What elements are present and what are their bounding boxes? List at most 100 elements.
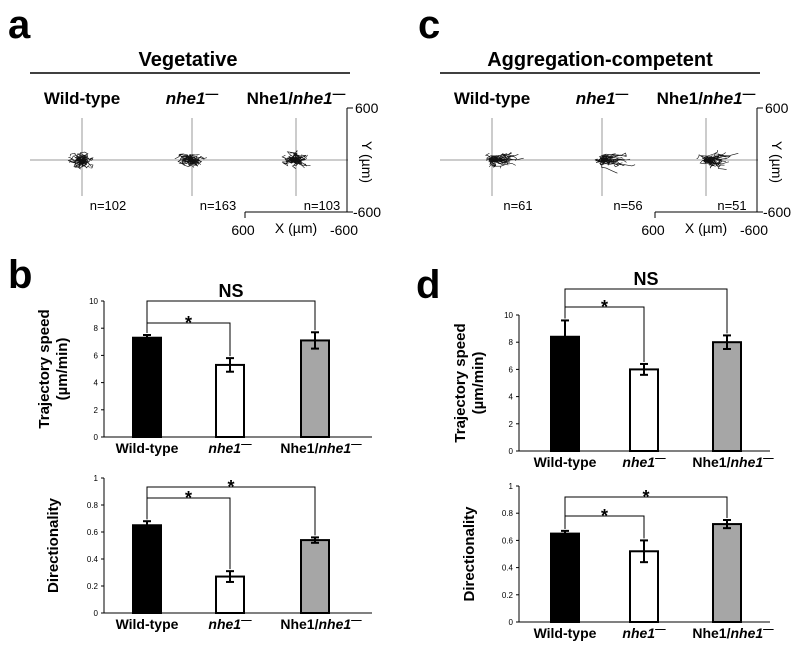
bar-2 <box>300 539 330 614</box>
strain-header-0-prefix: Wild-type <box>44 89 120 108</box>
y-axis-label: Trajectory speed <box>36 309 53 428</box>
y-tick-label: 0.8 <box>87 501 99 510</box>
y-tick-label: 0 <box>509 447 514 456</box>
category-label-0: Wild-type <box>534 625 597 641</box>
x-axis-max: 600 <box>641 222 665 238</box>
trajectory <box>185 154 193 161</box>
trajectory <box>81 158 94 164</box>
category-label-2-prefix: Nhe1/ <box>280 440 318 456</box>
n-label-1: n=163 <box>200 198 237 213</box>
trajectory <box>295 154 307 161</box>
y-tick-label: 1 <box>94 474 99 483</box>
category-label-2: Nhe1/nhe1— <box>692 623 774 641</box>
y-axis-label: Directionality <box>45 497 62 593</box>
trajectory <box>79 159 88 164</box>
y-tick-label: 0 <box>94 609 99 618</box>
panel-b-directionality-chart: 0 0.2 0.4 0.6 0.8 1 Directionality Wild-type nhe… <box>45 474 372 632</box>
significance-label-1: * <box>227 477 234 497</box>
y-tick-label: 6 <box>509 365 514 374</box>
y-axis-label: Directionality <box>461 506 478 602</box>
y-tick-label: 2 <box>94 406 99 415</box>
strain-header-1-gene: nhe1 <box>166 89 206 108</box>
trajectory <box>294 155 301 161</box>
category-label-2-prefix: Nhe1/ <box>692 454 730 470</box>
category-label-1-gene: nhe1 <box>622 625 655 641</box>
trajectory <box>487 155 498 161</box>
trajectory <box>601 157 622 163</box>
panel-d-directionality-chart: 0 0.2 0.4 0.6 0.8 1 Directionality Wild-type nhe… <box>461 482 774 641</box>
category-label-1: nhe1— <box>622 623 666 641</box>
panel-c-title: Aggregation-competent <box>487 49 713 71</box>
significance-label-0: * <box>185 488 192 508</box>
category-label-1-sup: — <box>241 614 252 626</box>
trajectory <box>600 154 622 161</box>
category-label-2-sup: — <box>351 438 362 450</box>
trajectory <box>705 152 726 161</box>
y-axis-max: 600 <box>355 100 379 116</box>
y-tick-label: 4 <box>509 393 514 402</box>
y-tick-label: 0 <box>509 618 514 627</box>
trajectory <box>601 152 627 161</box>
bar-1 <box>215 363 245 439</box>
y-tick-label: 10 <box>89 297 98 306</box>
category-label-2-prefix: Nhe1/ <box>280 616 318 632</box>
strain-header-1: nhe1— <box>166 86 219 108</box>
y-tick-label: 0.8 <box>502 509 514 518</box>
trajectory <box>490 156 504 161</box>
n-label-2: n=51 <box>717 198 746 213</box>
trajectory-cluster-1 <box>594 152 636 174</box>
strain-header-2-prefix: Nhe1/ <box>247 89 294 108</box>
y-axis-label: Y (µm) <box>769 141 785 183</box>
trajectory <box>489 157 498 163</box>
strain-header-1: nhe1— <box>576 86 629 108</box>
strain-header-2-sup: — <box>333 86 346 101</box>
category-label-1: nhe1— <box>208 438 252 456</box>
category-label-1-gene: nhe1 <box>622 454 655 470</box>
y-axis-label: (µm/min) <box>54 338 71 401</box>
y-tick-label: 0.6 <box>87 528 99 537</box>
y-tick-label: 2 <box>509 420 514 429</box>
y-tick-label: 10 <box>504 311 513 320</box>
trajectory <box>491 157 499 161</box>
trajectory <box>184 158 192 165</box>
significance-label-1: NS <box>633 269 658 289</box>
strain-header-0: Wild-type <box>44 89 120 108</box>
y-axis-min: -600 <box>353 204 381 220</box>
trajectory <box>288 158 302 163</box>
category-label-0-prefix: Wild-type <box>534 454 597 470</box>
trajectory-cluster-0 <box>67 151 94 170</box>
bar-0 <box>132 336 162 438</box>
significance-label-0: * <box>601 506 608 526</box>
panel-a-title: Vegetative <box>139 49 238 71</box>
category-label-1-gene: nhe1 <box>208 440 241 456</box>
trajectory <box>70 159 83 164</box>
trajectory-cluster-2 <box>281 150 311 170</box>
strain-header-1-sup: — <box>205 86 218 101</box>
trajectory <box>291 159 298 170</box>
category-label-2-gene: nhe1 <box>730 625 763 641</box>
y-tick-label: 0.4 <box>502 564 514 573</box>
panel-label-d: d <box>416 263 440 307</box>
trajectory <box>601 159 627 163</box>
category-label-0-prefix: Wild-type <box>116 616 179 632</box>
trajectory <box>486 155 497 161</box>
y-tick-label: 0.6 <box>502 536 514 545</box>
category-label-1-sup: — <box>241 438 252 450</box>
trajectory <box>600 159 618 174</box>
category-label-2-sup: — <box>763 623 774 635</box>
y-axis-label: Y (µm) <box>359 141 375 183</box>
trajectory-cluster-2 <box>696 150 739 170</box>
category-label-1-sup: — <box>655 623 666 635</box>
n-label-0: n=61 <box>503 198 532 213</box>
trajectory <box>291 157 297 161</box>
strain-header-2: Nhe1/nhe1— <box>657 86 756 108</box>
panel-label-a: a <box>8 3 31 47</box>
category-label-1: nhe1— <box>208 614 252 632</box>
category-label-2-gene: nhe1 <box>318 440 351 456</box>
n-label-1: n=56 <box>613 198 642 213</box>
trajectory <box>178 159 193 164</box>
y-axis-label: (µm/min) <box>470 352 487 415</box>
bar-0 <box>132 524 162 614</box>
strain-header-2-gene: nhe1 <box>293 89 333 108</box>
